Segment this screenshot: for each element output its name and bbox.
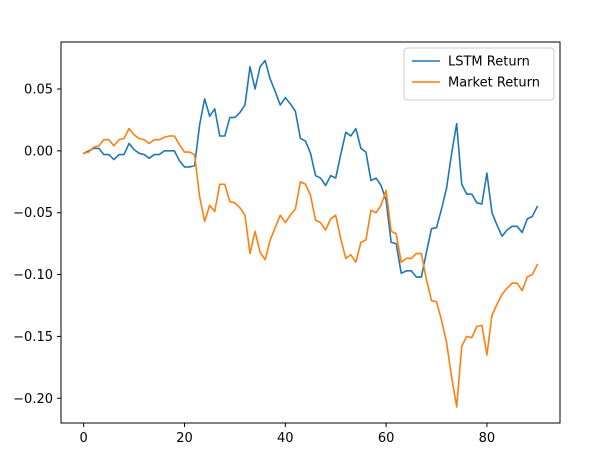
x-axis: 0 20 40 60 80	[80, 423, 496, 446]
series-line-1	[82, 127, 539, 408]
y-tick-label: 0.00	[24, 144, 53, 159]
legend-box	[403, 47, 555, 101]
y-tick-label: 0.05	[24, 83, 53, 98]
x-tick-label: 0	[80, 431, 88, 446]
legend: LSTM Return Market Return	[403, 47, 555, 101]
y-tick-label: −0.05	[13, 206, 53, 221]
y-tick-label: −0.10	[13, 268, 53, 283]
series-line-0	[82, 59, 539, 278]
axes-frame	[60, 41, 561, 424]
legend-label-1: Market Return	[448, 76, 540, 91]
y-axis: −0.20 −0.15 −0.10 −0.05 0.00 0.05	[13, 83, 61, 407]
x-tick-label: 20	[176, 431, 193, 446]
y-tick-label: −0.20	[13, 392, 53, 407]
x-tick-label: 80	[479, 431, 496, 446]
y-tick-label: −0.15	[13, 330, 53, 345]
x-tick-label: 60	[378, 431, 395, 446]
legend-label-0: LSTM Return	[448, 55, 530, 70]
x-tick-label: 40	[277, 431, 294, 446]
series-layer	[82, 59, 539, 408]
axes-border	[60, 41, 561, 424]
